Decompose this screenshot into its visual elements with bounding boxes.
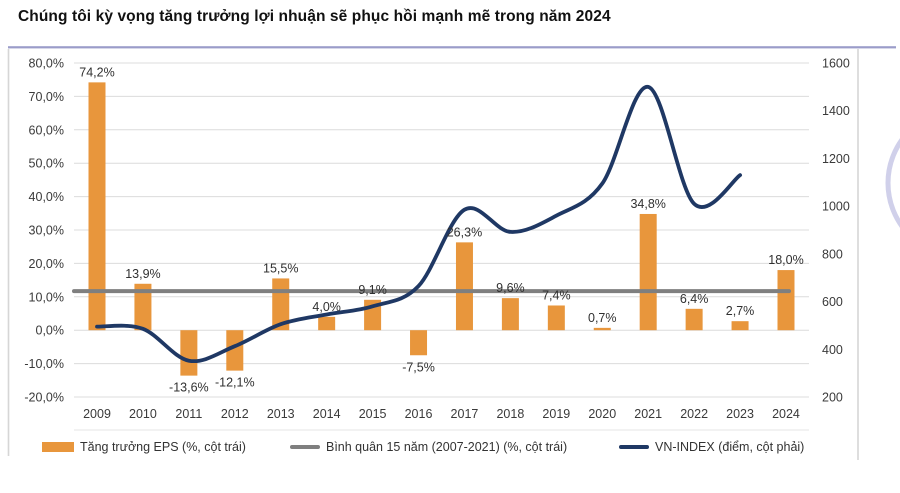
eps-bar-2012 [226, 330, 244, 371]
right-axis-tick: 1200 [822, 152, 850, 166]
eps-data-label: 74,2% [79, 65, 114, 79]
eps-bar-2010 [134, 283, 152, 331]
eps-bar-2019 [547, 305, 565, 331]
eps-data-label: -13,6% [169, 381, 209, 395]
left-axis-tick: 40,0% [29, 190, 64, 204]
left-axis-tick: 60,0% [29, 123, 64, 137]
right-axis-tick: 1400 [822, 104, 850, 118]
x-axis-tick: 2022 [680, 407, 708, 421]
eps-data-label: 15,5% [263, 261, 298, 275]
x-axis-tick: 2019 [542, 407, 570, 421]
left-axis-tick: 50,0% [29, 157, 64, 171]
left-axis-tick: -10,0% [24, 357, 64, 371]
eps-bar-2021 [639, 213, 657, 331]
eps-bar-2017 [455, 242, 473, 331]
left-axis-tick: 10,0% [29, 290, 64, 304]
x-axis-tick: 2009 [83, 407, 111, 421]
right-axis-tick: 400 [822, 343, 843, 357]
eps-bar-2022 [685, 308, 703, 331]
x-axis-tick: 2023 [726, 407, 754, 421]
eps-data-label: 26,3% [447, 225, 482, 239]
left-axis-tick: -20,0% [24, 391, 64, 405]
x-axis-tick: 2013 [267, 407, 295, 421]
average-line-swatch-icon [290, 445, 320, 449]
eps-bar-2023 [731, 321, 749, 331]
eps-data-label: 9,6% [496, 281, 525, 295]
eps-data-label: 0,7% [588, 311, 617, 325]
right-axis-tick: 600 [822, 295, 843, 309]
eps-bar-2011 [180, 330, 198, 376]
legend-item-average: Bình quân 15 năm (2007-2021) (%, cột trá… [290, 438, 567, 456]
x-axis-tick: 2020 [588, 407, 616, 421]
x-axis-tick: 2016 [405, 407, 433, 421]
eps-data-label: 4,0% [312, 300, 341, 314]
right-axis-tick: 1000 [822, 200, 850, 214]
x-axis-tick: 2015 [359, 407, 387, 421]
x-axis-tick: 2018 [496, 407, 524, 421]
eps-bar-2014 [318, 316, 336, 331]
x-axis-tick: 2012 [221, 407, 249, 421]
left-axis-tick: 20,0% [29, 257, 64, 271]
right-axis-tick: 1600 [822, 57, 850, 71]
right-axis-tick: 200 [822, 391, 843, 405]
eps-data-label: 7,4% [542, 288, 571, 302]
x-axis-tick: 2010 [129, 407, 157, 421]
eps-data-label: 6,4% [680, 292, 709, 306]
page-title: Chúng tôi kỳ vọng tăng trưởng lợi nhuận … [18, 8, 611, 25]
eps-bar-2020 [593, 327, 611, 331]
eps-data-label: 18,0% [768, 253, 803, 267]
legend-label-average: Bình quân 15 năm (2007-2021) (%, cột trá… [326, 440, 568, 454]
right-axis-tick: 800 [822, 247, 843, 261]
title-divider-line [8, 46, 896, 49]
legend-item-eps: Tăng trưởng EPS (%, cột trái) [42, 438, 246, 456]
x-axis-tick: 2024 [772, 407, 800, 421]
eps-data-label: -7,5% [402, 360, 435, 374]
x-axis-tick: 2017 [451, 407, 479, 421]
left-axis-tick: 80,0% [29, 57, 64, 71]
x-axis-tick: 2011 [175, 407, 202, 421]
x-axis-tick: 2014 [313, 407, 341, 421]
left-axis-tick: 30,0% [29, 224, 64, 238]
eps-bar-2009 [88, 82, 106, 331]
eps-bar-2024 [777, 270, 795, 331]
legend-label-eps: Tăng trưởng EPS (%, cột trái) [80, 440, 246, 454]
eps-data-label: -12,1% [215, 376, 255, 390]
eps-bar-2016 [410, 330, 428, 356]
left-axis-tick: 70,0% [29, 90, 64, 104]
vnindex-line [95, 85, 742, 364]
decor-circle [885, 138, 900, 228]
left-axis-tick: 0,0% [36, 324, 65, 338]
eps-bar-2018 [501, 298, 519, 331]
legend-item-vnindex: VN-INDEX (điểm, cột phải) [619, 438, 804, 456]
legend-label-vnindex: VN-INDEX (điểm, cột phải) [655, 440, 805, 454]
x-axis-tick: 2021 [634, 407, 662, 421]
eps-data-label: 2,7% [726, 304, 755, 318]
eps-data-label: 34,8% [630, 197, 665, 211]
vnindex-line-swatch-icon [619, 445, 649, 449]
eps-data-label: 9,1% [358, 283, 387, 297]
eps-bar-swatch-icon [42, 442, 74, 452]
eps-data-label: 13,9% [125, 267, 160, 281]
